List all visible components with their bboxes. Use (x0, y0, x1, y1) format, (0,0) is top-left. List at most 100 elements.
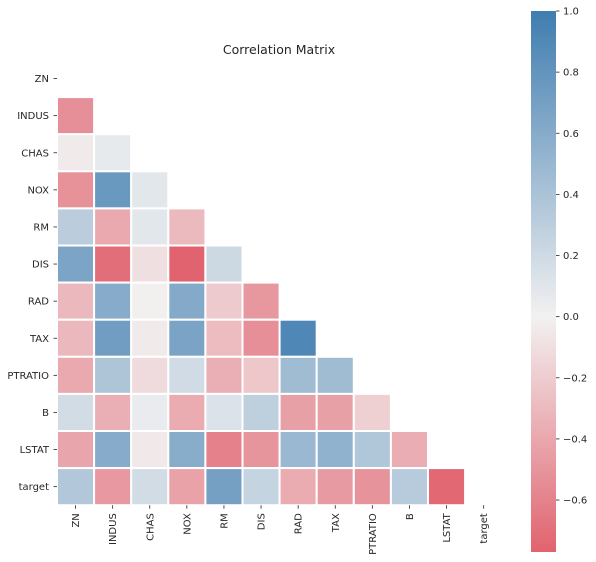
heatmap-cell-b-tax (315, 392, 355, 432)
colorbar-tick-label: 0.8 (563, 68, 579, 79)
heatmap-cell-b-nox (167, 392, 207, 432)
heatmap-cells (56, 96, 467, 507)
heatmap-cell-target-lstat (427, 467, 467, 507)
heatmap-cell-rad-chas (130, 281, 170, 321)
heatmap-cell-ptratio-nox (167, 355, 207, 395)
heatmap-cell-tax-zn (56, 318, 96, 358)
heatmap-cell-rad-nox (167, 281, 207, 321)
colorbar-tick-label: 0.2 (563, 251, 579, 262)
heatmap-cell-ptratio-dis (241, 355, 281, 395)
heatmap-cell-chas-indus (93, 133, 133, 173)
x-tick-label-dis: DIS (257, 513, 268, 530)
x-tick-label-b: B (405, 513, 416, 520)
y-tick-label-chas: CHAS (21, 148, 49, 159)
heatmap-cell-b-indus (93, 392, 133, 432)
heatmap-cell-lstat-tax (315, 430, 355, 470)
heatmap-cell-b-ptratio (352, 392, 392, 432)
heatmap-cell-chas-zn (56, 133, 96, 173)
heatmap-cell-lstat-chas (130, 430, 170, 470)
colorbar-tick-label: 0.0 (563, 312, 579, 323)
heatmap-cell-tax-rm (204, 318, 244, 358)
heatmap-cell-target-chas (130, 467, 170, 507)
heatmap-cell-ptratio-rm (204, 355, 244, 395)
x-tick-label-zn: ZN (71, 513, 82, 527)
heatmap-cell-ptratio-indus (93, 355, 133, 395)
heatmap-cell-b-dis (241, 392, 281, 432)
x-tick-label-tax: TAX (331, 513, 342, 533)
heatmap-cell-b-rad (278, 392, 318, 432)
heatmap-cell-target-nox (167, 467, 207, 507)
x-tick-label-rad: RAD (294, 513, 305, 534)
heatmap-cell-tax-rad (278, 318, 318, 358)
heatmap-cell-tax-chas (130, 318, 170, 358)
heatmap-cell-ptratio-zn (56, 355, 96, 395)
heatmap-cell-target-dis (241, 467, 281, 507)
heatmap-cell-b-zn (56, 392, 96, 432)
x-axis-labels: ZN INDUS CHAS NOX RM DIS RAD TAX PTRATIO B LSTAT ta… (71, 505, 490, 555)
colorbar-tick-label: −0.6 (563, 496, 587, 507)
colorbar (531, 11, 556, 552)
heatmap-cell-tax-indus (93, 318, 133, 358)
heatmap-cell-rad-rm (204, 281, 244, 321)
y-tick-label-nox: NOX (27, 185, 49, 196)
heatmap-cell-nox-indus (93, 170, 133, 210)
heatmap-cell-dis-zn (56, 244, 96, 284)
y-tick-label-rm: RM (33, 222, 49, 233)
heatmap-cell-lstat-rad (278, 430, 318, 470)
heatmap-cell-dis-rm (204, 244, 244, 284)
y-tick-label-indus: INDUS (17, 111, 49, 122)
heatmap-cell-lstat-indus (93, 430, 133, 470)
heatmap-cell-nox-zn (56, 170, 96, 210)
colorbar-ticks: 1.0 0.8 0.6 0.4 0.2 0.0 −0.2 −0.4 −0.6 (556, 7, 587, 507)
x-tick-label-chas: CHAS (145, 513, 156, 541)
y-axis-labels: ZN INDUS CHAS NOX RM DIS RAD TAX PTRATIO B LSTAT ta… (7, 74, 57, 493)
y-tick-label-lstat: LSTAT (20, 445, 50, 456)
chart-title: Correlation Matrix (223, 42, 335, 57)
heatmap-cell-tax-nox (167, 318, 207, 358)
colorbar-tick-label: 0.6 (563, 129, 579, 140)
heatmap-cell-b-rm (204, 392, 244, 432)
heatmap-cell-rm-zn (56, 207, 96, 247)
colorbar-tick-label: −0.4 (563, 434, 587, 445)
heatmap-cell-target-rad (278, 467, 318, 507)
heatmap-cell-dis-indus (93, 244, 133, 284)
colorbar-tick-label: 1.0 (563, 7, 579, 18)
colorbar-tick-label: 0.4 (563, 190, 579, 201)
heatmap-cell-rm-nox (167, 207, 207, 247)
heatmap-cell-rad-zn (56, 281, 96, 321)
heatmap-cell-ptratio-chas (130, 355, 170, 395)
colorbar-tick-label: −0.2 (563, 373, 587, 384)
x-tick-label-lstat: LSTAT (442, 512, 453, 542)
heatmap-cell-rm-indus (93, 207, 133, 247)
heatmap-cell-dis-chas (130, 244, 170, 284)
heatmap-cell-dis-nox (167, 244, 207, 284)
x-tick-label-nox: NOX (182, 513, 193, 535)
heatmap-cell-indus-zn (56, 96, 96, 136)
heatmap-cell-nox-chas (130, 170, 170, 210)
heatmap-cell-target-tax (315, 467, 355, 507)
y-tick-label-ptratio: PTRATIO (7, 371, 49, 382)
heatmap-cell-lstat-nox (167, 430, 207, 470)
y-tick-label-b: B (42, 408, 49, 419)
heatmap-cell-ptratio-rad (278, 355, 318, 395)
heatmap-cell-rad-indus (93, 281, 133, 321)
heatmap-cell-target-zn (56, 467, 96, 507)
heatmap-cell-b-chas (130, 392, 170, 432)
heatmap-cell-rm-chas (130, 207, 170, 247)
y-tick-label-target: target (19, 482, 49, 493)
y-tick-label-dis: DIS (32, 260, 49, 271)
x-tick-label-ptratio: PTRATIO (368, 513, 379, 555)
heatmap-cell-lstat-dis (241, 430, 281, 470)
heatmap-cell-tax-dis (241, 318, 281, 358)
heatmap-cell-lstat-b (389, 430, 429, 470)
heatmap-cell-target-ptratio (352, 467, 392, 507)
heatmap-cell-lstat-rm (204, 430, 244, 470)
x-tick-label-indus: INDUS (108, 513, 119, 545)
y-tick-label-zn: ZN (35, 74, 49, 85)
heatmap-cell-lstat-zn (56, 430, 96, 470)
y-tick-label-tax: TAX (29, 334, 49, 345)
heatmap-cell-target-rm (204, 467, 244, 507)
heatmap-cell-target-indus (93, 467, 133, 507)
y-tick-label-rad: RAD (28, 297, 49, 308)
